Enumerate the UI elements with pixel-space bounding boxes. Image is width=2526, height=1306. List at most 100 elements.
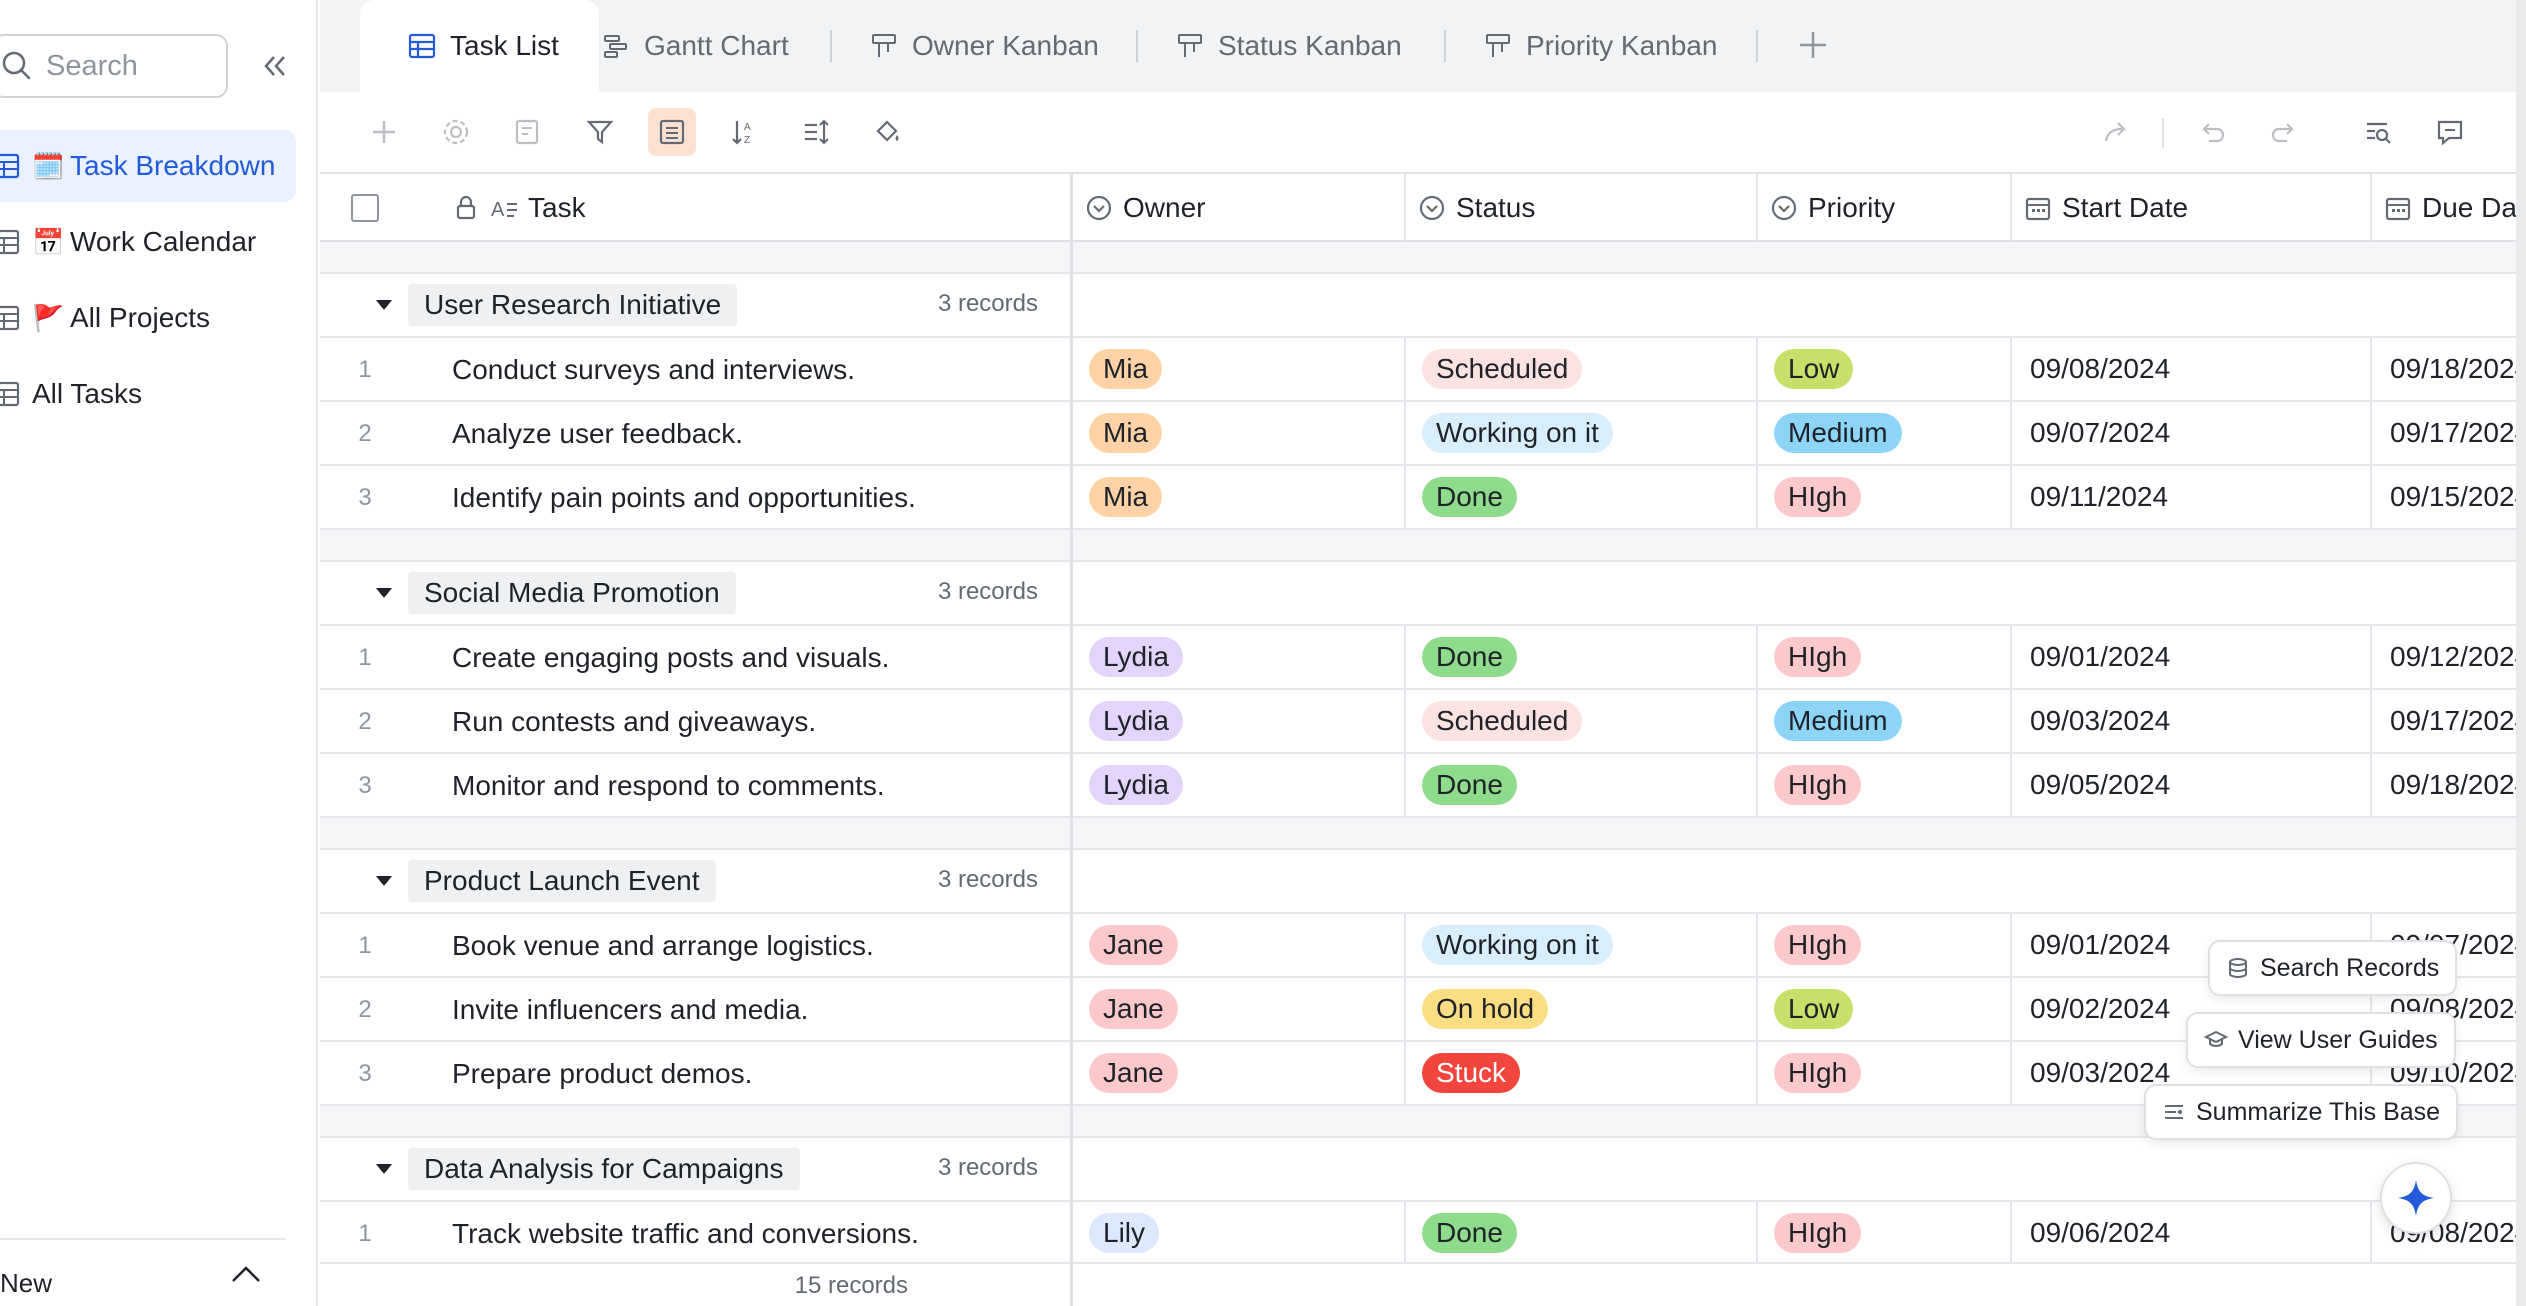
sidebar-item-task-breakdown[interactable]: 🗓️ Task Breakdown bbox=[0, 130, 296, 202]
sidebar-item-all-projects[interactable]: 🚩 All Projects bbox=[0, 282, 296, 354]
table-row[interactable]: 1 Track website traffic and conversions. L… bbox=[320, 1202, 2526, 1266]
owner-cell[interactable]: Lydia bbox=[1073, 690, 1406, 752]
task-cell[interactable]: Analyze user feedback. bbox=[452, 418, 744, 449]
owner-cell[interactable]: Jane bbox=[1073, 1042, 1406, 1104]
search-records-button[interactable] bbox=[2354, 108, 2402, 156]
table-row[interactable]: 1 Conduct surveys and interviews. Mia Sched… bbox=[320, 338, 2526, 402]
task-cell[interactable]: Prepare product demos. bbox=[452, 1058, 753, 1089]
priority-cell[interactable]: Medium bbox=[1758, 402, 2012, 464]
group-header[interactable]: Product Launch Event 3 records bbox=[320, 850, 2526, 914]
status-cell[interactable]: Done bbox=[1406, 754, 1758, 816]
start-date-cell[interactable]: 09/02/2024 bbox=[2012, 978, 2372, 1040]
status-cell[interactable]: Done bbox=[1406, 626, 1758, 688]
status-cell[interactable]: Stuck bbox=[1406, 1042, 1758, 1104]
owner-cell[interactable]: Jane bbox=[1073, 978, 1406, 1040]
sidebar-item-work-calendar[interactable]: 📅 Work Calendar bbox=[0, 206, 296, 278]
status-cell[interactable]: Working on it bbox=[1406, 914, 1758, 976]
table-row[interactable]: 1 Book venue and arrange logistics. Jane Wo… bbox=[320, 914, 2526, 978]
tab-gantt-chart[interactable]: Gantt Chart bbox=[602, 0, 789, 92]
due-date-cell[interactable]: 09/12/2024 bbox=[2372, 626, 2526, 688]
task-cell[interactable]: Conduct surveys and interviews. bbox=[452, 354, 856, 385]
priority-cell[interactable]: HIgh bbox=[1758, 754, 2012, 816]
caret-down-icon[interactable] bbox=[376, 300, 392, 310]
owner-cell[interactable]: Mia bbox=[1073, 338, 1406, 400]
priority-cell[interactable]: HIgh bbox=[1758, 1202, 2012, 1264]
group-header[interactable]: User Research Initiative 3 records bbox=[320, 274, 2526, 338]
add-record-button[interactable] bbox=[360, 108, 408, 156]
comments-button[interactable] bbox=[2426, 108, 2474, 156]
due-date-cell[interactable]: 09/17/2024 bbox=[2372, 690, 2526, 752]
column-header-status[interactable]: Status bbox=[1406, 174, 1758, 242]
due-date-cell[interactable]: 09/17/2024 bbox=[2372, 402, 2526, 464]
column-header-task[interactable]: A Task bbox=[440, 174, 1070, 242]
start-date-cell[interactable]: 09/05/2024 bbox=[2012, 754, 2372, 816]
priority-cell[interactable]: HIgh bbox=[1758, 914, 2012, 976]
priority-cell[interactable]: Low bbox=[1758, 978, 2012, 1040]
undo-button[interactable] bbox=[2188, 108, 2236, 156]
fill-color-button[interactable] bbox=[864, 108, 912, 156]
priority-cell[interactable]: HIgh bbox=[1758, 466, 2012, 528]
new-label[interactable]: New bbox=[0, 1267, 53, 1298]
caret-down-icon[interactable] bbox=[376, 588, 392, 598]
task-cell[interactable]: Identify pain points and opportunities. bbox=[452, 482, 916, 513]
due-date-cell[interactable]: 09/15/2024 bbox=[2372, 466, 2526, 528]
group-button[interactable] bbox=[648, 108, 696, 156]
owner-cell[interactable]: Mia bbox=[1073, 402, 1406, 464]
tab-status-kanban[interactable]: Status Kanban bbox=[1176, 0, 1402, 92]
start-date-cell[interactable]: 09/11/2024 bbox=[2012, 466, 2372, 528]
priority-cell[interactable]: HIgh bbox=[1758, 1042, 2012, 1104]
column-header-due-date[interactable]: Due Date bbox=[2372, 174, 2526, 242]
task-cell[interactable]: Monitor and respond to comments. bbox=[452, 770, 885, 801]
due-date-cell[interactable]: 09/18/2024 bbox=[2372, 754, 2526, 816]
owner-cell[interactable]: Jane bbox=[1073, 914, 1406, 976]
start-date-cell[interactable]: 09/07/2024 bbox=[2012, 402, 2372, 464]
table-row[interactable]: 2 Run contests and giveaways. Lydia Schedul… bbox=[320, 690, 2526, 754]
search-records-action[interactable]: Search Records bbox=[2208, 940, 2458, 996]
priority-cell[interactable]: Medium bbox=[1758, 690, 2012, 752]
priority-cell[interactable]: Low bbox=[1758, 338, 2012, 400]
view-user-guides-action[interactable]: View User Guides bbox=[2186, 1012, 2456, 1068]
status-cell[interactable]: Scheduled bbox=[1406, 690, 1758, 752]
tab-owner-kanban[interactable]: Owner Kanban bbox=[870, 0, 1099, 92]
owner-cell[interactable]: Lydia bbox=[1073, 754, 1406, 816]
priority-cell[interactable]: HIgh bbox=[1758, 626, 2012, 688]
due-date-cell[interactable]: 09/18/2024 bbox=[2372, 338, 2526, 400]
column-header-owner[interactable]: Owner bbox=[1073, 174, 1406, 242]
tab-priority-kanban[interactable]: Priority Kanban bbox=[1484, 0, 1717, 92]
table-row[interactable]: 2 Invite influencers and media. Jane On hol… bbox=[320, 978, 2526, 1042]
summarize-base-action[interactable]: Summarize This Base bbox=[2144, 1084, 2459, 1140]
owner-cell[interactable]: Lily bbox=[1073, 1202, 1406, 1264]
status-cell[interactable]: Working on it bbox=[1406, 402, 1758, 464]
status-cell[interactable]: Scheduled bbox=[1406, 338, 1758, 400]
status-cell[interactable]: Done bbox=[1406, 1202, 1758, 1264]
start-date-cell[interactable]: 09/08/2024 bbox=[2012, 338, 2372, 400]
select-all-checkbox[interactable] bbox=[320, 174, 410, 242]
plus-icon[interactable] bbox=[1796, 28, 1830, 62]
table-row[interactable]: 3 Identify pain points and opportunities.… bbox=[320, 466, 2526, 530]
start-date-cell[interactable]: 09/06/2024 bbox=[2012, 1202, 2372, 1264]
group-header[interactable]: Data Analysis for Campaigns 3 records bbox=[320, 1138, 2526, 1202]
column-header-start-date[interactable]: Start Date bbox=[2012, 174, 2372, 242]
search-box[interactable] bbox=[0, 34, 228, 98]
chevron-up-icon[interactable] bbox=[230, 1264, 262, 1284]
task-cell[interactable]: Run contests and giveaways. bbox=[452, 706, 817, 737]
owner-cell[interactable]: Lydia bbox=[1073, 626, 1406, 688]
start-date-cell[interactable]: 09/01/2024 bbox=[2012, 626, 2372, 688]
group-header[interactable]: Social Media Promotion 3 records bbox=[320, 562, 2526, 626]
tab-task-list[interactable]: Task List bbox=[360, 0, 599, 92]
column-header-priority[interactable]: Priority bbox=[1758, 174, 2012, 242]
filter-button[interactable] bbox=[576, 108, 624, 156]
caret-down-icon[interactable] bbox=[376, 876, 392, 886]
search-input[interactable] bbox=[46, 49, 206, 83]
task-cell[interactable]: Track website traffic and conversions. bbox=[452, 1218, 919, 1249]
collapse-sidebar-button[interactable] bbox=[258, 48, 290, 84]
sidebar-item-all-tasks[interactable]: All Tasks bbox=[0, 358, 296, 430]
field-settings-button[interactable] bbox=[432, 108, 480, 156]
caret-down-icon[interactable] bbox=[376, 1164, 392, 1174]
row-height-button[interactable] bbox=[792, 108, 840, 156]
form-button[interactable] bbox=[504, 108, 552, 156]
status-cell[interactable]: Done bbox=[1406, 466, 1758, 528]
task-cell[interactable]: Invite influencers and media. bbox=[452, 994, 809, 1025]
ai-assistant-button[interactable] bbox=[2380, 1162, 2452, 1234]
